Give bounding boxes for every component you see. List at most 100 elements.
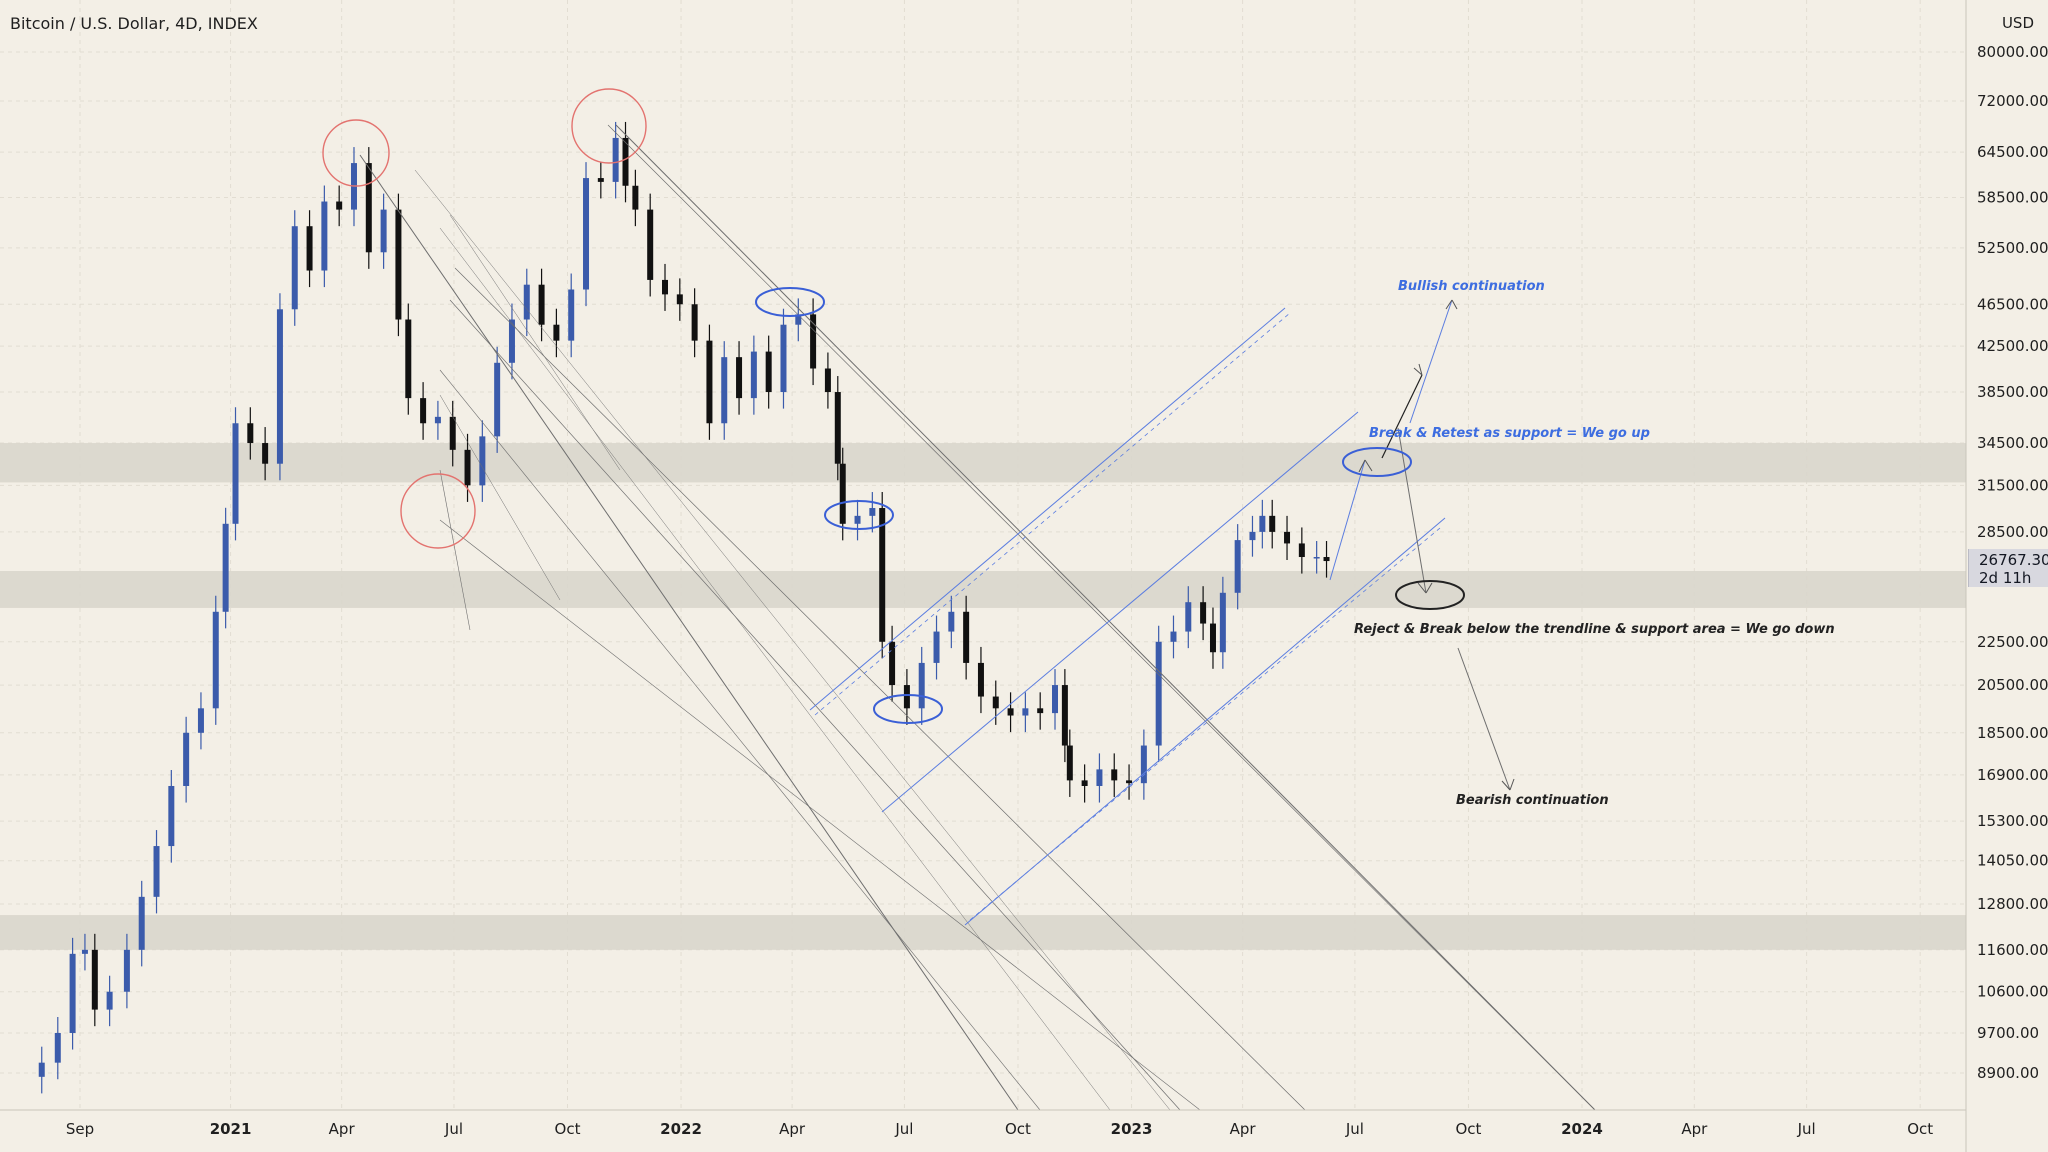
candle-body bbox=[1219, 592, 1226, 653]
candle-body bbox=[1081, 780, 1088, 786]
candle-body bbox=[276, 309, 283, 464]
candle-body bbox=[222, 523, 229, 612]
candle-body bbox=[262, 443, 269, 464]
candle-body bbox=[879, 508, 886, 642]
candle-body bbox=[1096, 769, 1103, 786]
trend-line bbox=[439, 227, 1111, 1111]
candle-body bbox=[632, 185, 639, 210]
arrow-head bbox=[1413, 367, 1423, 376]
time-tick-label: Apr bbox=[779, 1120, 806, 1138]
arrow-head bbox=[1501, 780, 1511, 791]
price-tick-label: 8900.00 bbox=[1977, 1064, 2039, 1082]
candle-body bbox=[183, 732, 190, 786]
candle-body bbox=[494, 362, 501, 437]
candle-body bbox=[434, 416, 441, 424]
candle-body bbox=[662, 279, 669, 295]
candle-body bbox=[992, 696, 999, 709]
arrow-head bbox=[1445, 299, 1453, 310]
trend-line bbox=[1329, 459, 1366, 581]
candle-body bbox=[464, 449, 471, 486]
trend-line bbox=[439, 469, 471, 631]
candle-body bbox=[691, 304, 698, 341]
blue-highlight-ellipse bbox=[873, 694, 943, 724]
candle-body bbox=[153, 846, 160, 897]
candle-body bbox=[106, 991, 113, 1010]
candle-body bbox=[750, 351, 757, 399]
price-tick-label: 20500.00 bbox=[1977, 676, 2048, 694]
trend-line bbox=[454, 267, 1306, 1111]
candle-body bbox=[553, 324, 560, 341]
candle-body bbox=[38, 1062, 45, 1077]
candle-body bbox=[1066, 745, 1073, 781]
candle-body bbox=[380, 209, 387, 253]
candle-body bbox=[612, 137, 619, 182]
candle-body bbox=[405, 319, 412, 399]
blue-highlight-ellipse bbox=[824, 500, 894, 530]
trend-line bbox=[439, 519, 1201, 1111]
price-tick-label: 28500.00 bbox=[1977, 523, 2048, 541]
arrow-head bbox=[1451, 299, 1458, 310]
arrow-head bbox=[1425, 582, 1433, 594]
candle-body bbox=[168, 785, 175, 847]
candle-body bbox=[123, 949, 130, 992]
time-tick-label: Apr bbox=[1681, 1120, 1708, 1138]
blue-highlight-ellipse bbox=[1342, 447, 1412, 477]
price-axis[interactable]: 80000.00 72000.00 64500.00 58500.00 52500.00… bbox=[1965, 0, 2048, 1152]
candle-body bbox=[1313, 557, 1320, 559]
black-highlight-ellipse bbox=[1395, 580, 1465, 610]
candle-body bbox=[795, 314, 802, 325]
candle-body bbox=[810, 314, 817, 369]
candle-body bbox=[721, 357, 728, 424]
candle-body bbox=[765, 351, 772, 393]
candle-body bbox=[1007, 708, 1014, 716]
price-tick-label: 11600.00 bbox=[1977, 941, 2048, 959]
candle-body bbox=[1185, 602, 1192, 632]
zone-rect bbox=[0, 570, 1966, 608]
annotation-text: Break & Retest as support = We go up bbox=[1369, 426, 1650, 441]
candle-body bbox=[321, 201, 328, 271]
candle-body bbox=[306, 226, 313, 271]
candle-body bbox=[232, 423, 239, 524]
time-tick-label: Sep bbox=[66, 1120, 94, 1138]
trend-line bbox=[359, 154, 1019, 1111]
time-tick-label: Oct bbox=[1455, 1120, 1481, 1138]
arrow-head bbox=[1418, 363, 1423, 376]
red-highlight-circle bbox=[400, 473, 476, 549]
candle-body bbox=[780, 324, 787, 393]
candle-body bbox=[197, 708, 204, 733]
price-tick-label: 46500.00 bbox=[1977, 295, 2048, 313]
trend-line bbox=[615, 124, 1596, 1111]
time-tick-label: Oct bbox=[555, 1120, 581, 1138]
last-price-value: 26767.30 bbox=[1979, 551, 2048, 570]
price-tick-label: 14050.00 bbox=[1977, 852, 2048, 870]
time-axis[interactable]: Sep 2021 Apr Jul Oct 2022 Apr Jul Oct 2023 Apr Jul O… bbox=[0, 1109, 1966, 1138]
trend-line bbox=[607, 124, 1596, 1111]
trend-line bbox=[814, 312, 1291, 716]
candle-body bbox=[247, 423, 254, 444]
price-tick-label: 31500.00 bbox=[1977, 476, 2048, 494]
candle-body bbox=[977, 662, 984, 697]
red-highlight-circle bbox=[322, 119, 390, 187]
chart-title: Bitcoin / U.S. Dollar, 4D, INDEX bbox=[10, 14, 258, 33]
grid-lines bbox=[0, 0, 1966, 1110]
candle-body bbox=[963, 611, 970, 663]
time-tick-label: Jul bbox=[894, 1120, 913, 1138]
candle-body bbox=[676, 294, 683, 305]
candle-body bbox=[1052, 685, 1059, 714]
price-tick-label: 16900.00 bbox=[1977, 766, 2048, 784]
price-tick-label: 38500.00 bbox=[1977, 383, 2048, 401]
candle-body bbox=[420, 398, 427, 424]
price-tick-label: 18500.00 bbox=[1977, 724, 2048, 742]
candle-body bbox=[336, 201, 343, 210]
trend-line bbox=[809, 307, 1286, 711]
candle-body bbox=[449, 416, 456, 450]
candle-body bbox=[597, 178, 604, 182]
trend-line bbox=[1457, 647, 1511, 791]
candle-body bbox=[291, 226, 298, 310]
highlight-circles bbox=[322, 88, 1465, 724]
candle-body bbox=[933, 631, 940, 663]
candle-body bbox=[1140, 745, 1147, 784]
time-tick-label: Jul bbox=[444, 1120, 463, 1138]
